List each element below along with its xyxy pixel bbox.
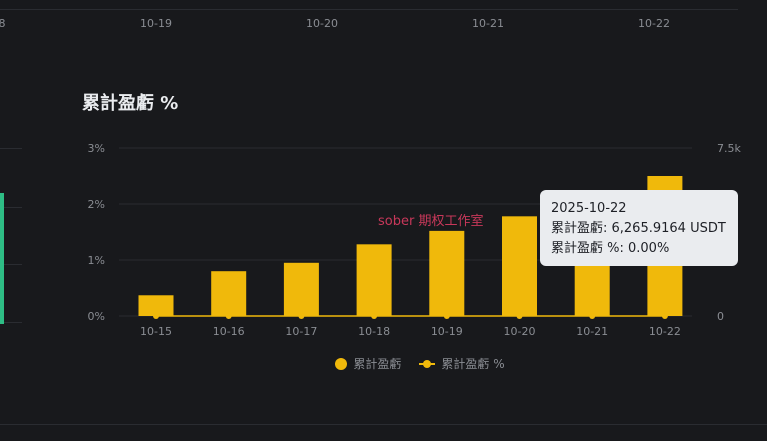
gridline [0, 322, 22, 323]
x-axis-tick-label: 10-19 [431, 325, 463, 338]
chart-line-point [225, 313, 232, 319]
left-axis-tick-label: 2% [88, 198, 105, 211]
x-axis-tick-label: 10-21 [576, 325, 608, 338]
left-chart-bar [0, 193, 4, 324]
x-axis-tick-label: 10-18 [358, 325, 390, 338]
x-axis-tick-label: 10-17 [285, 325, 317, 338]
chart-tooltip: 2025-10-22 累計盈虧: 6,265.9164 USDT 累計盈虧 %:… [540, 190, 738, 266]
chart-line-point [516, 313, 523, 319]
legend-label: 累計盈虧 [353, 357, 402, 371]
chart-line-point [661, 313, 668, 319]
gridline [0, 207, 22, 208]
tooltip-date: 2025-10-22 [551, 201, 627, 216]
top-axis-label: 10-22 [638, 17, 670, 30]
top-axis-label: 8 [0, 17, 6, 30]
chart-line-point [589, 313, 596, 319]
x-axis-tick-label: 10-20 [504, 325, 536, 338]
legend-label: 累計盈虧 % [441, 357, 505, 371]
legend-item-pnl-percent[interactable]: 累計盈虧 % [419, 355, 505, 372]
chart-bar [502, 216, 537, 316]
chart-bar [356, 244, 392, 316]
right-axis-tick-label: 7.5k [717, 142, 741, 155]
top-axis-label: 10-20 [306, 17, 338, 30]
top-axis-label: 10-19 [140, 17, 172, 30]
chart-bar [283, 262, 319, 316]
chart-bar [211, 271, 247, 316]
x-axis-tick-label: 10-22 [649, 325, 681, 338]
right-axis-tick-label: 0 [717, 310, 724, 323]
tooltip-pnl-percent: 累計盈虧 %: 0.00% [551, 241, 670, 256]
left-axis-tick-label: 1% [88, 254, 105, 267]
gridline [0, 264, 22, 265]
legend-marker-dot [335, 357, 348, 370]
watermark: sober 期权工作室 [378, 214, 484, 229]
chart-bar [138, 295, 174, 316]
chart-line-point [443, 313, 450, 319]
section-title: 累計盈虧 % [82, 93, 179, 114]
chart-legend: 累計盈虧 累計盈虧 % [0, 355, 767, 372]
legend-marker-line [419, 359, 436, 368]
tooltip-pnl-value: 累計盈虧: 6,265.9164 USDT [551, 221, 726, 236]
chart-line-point [298, 313, 305, 319]
left-axis-tick-label: 0% [88, 310, 105, 323]
top-axis-label: 10-21 [472, 17, 504, 30]
bottom-divider [0, 424, 767, 425]
x-axis-tick-label: 10-15 [140, 325, 172, 338]
x-axis-tick-label: 10-16 [213, 325, 245, 338]
left-axis-tick-label: 3% [88, 142, 105, 155]
chart-line-point [371, 313, 378, 319]
chart-line-point [153, 313, 159, 319]
top-chart-panel [0, 0, 738, 10]
legend-item-pnl[interactable]: 累計盈虧 [335, 355, 401, 372]
chart-bar [429, 230, 465, 316]
gridline [0, 148, 22, 149]
